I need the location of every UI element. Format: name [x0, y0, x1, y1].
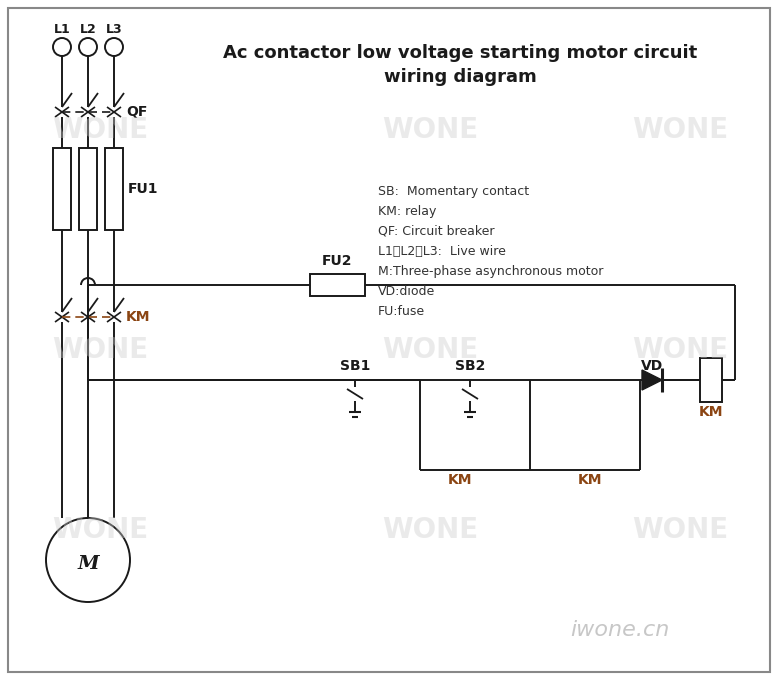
Text: WONE: WONE	[52, 336, 148, 364]
Circle shape	[53, 38, 71, 56]
Bar	[53, 148, 71, 230]
Text: FU1: FU1	[128, 182, 159, 196]
Circle shape	[46, 518, 130, 602]
Text: M: M	[77, 555, 99, 573]
Bar	[79, 148, 97, 230]
Text: KM: KM	[578, 473, 602, 487]
Text: WONE: WONE	[382, 336, 478, 364]
Text: L1: L1	[54, 23, 70, 36]
Circle shape	[105, 38, 123, 56]
Text: SB2: SB2	[455, 359, 485, 373]
Text: QF: QF	[126, 105, 147, 119]
Text: Ac contactor low voltage starting motor circuit
wiring diagram: Ac contactor low voltage starting motor …	[223, 44, 697, 86]
Text: L3: L3	[106, 23, 122, 36]
Text: iwone.cn: iwone.cn	[570, 620, 670, 640]
Text: WONE: WONE	[382, 516, 478, 544]
Text: KM: KM	[126, 310, 150, 324]
Text: WONE: WONE	[632, 516, 728, 544]
Text: SB:  Momentary contact
KM: relay
QF: Circuit breaker
L1、L2、L3:  Live wire
M:Thre: SB: Momentary contact KM: relay QF: Circ…	[378, 185, 604, 318]
Bar	[700, 358, 722, 402]
Text: KM: KM	[699, 405, 724, 419]
Text: L2: L2	[79, 23, 96, 36]
Text: WONE: WONE	[632, 336, 728, 364]
Text: WONE: WONE	[382, 116, 478, 144]
Text: FU2: FU2	[322, 254, 352, 268]
Text: WONE: WONE	[52, 116, 148, 144]
Text: KM: KM	[448, 473, 472, 487]
Text: WONE: WONE	[52, 516, 148, 544]
Polygon shape	[642, 370, 662, 390]
Circle shape	[79, 38, 97, 56]
Text: SB1: SB1	[340, 359, 370, 373]
Text: VD: VD	[641, 359, 663, 373]
Bar	[310, 274, 365, 296]
Bar	[105, 148, 123, 230]
Text: WONE: WONE	[632, 116, 728, 144]
